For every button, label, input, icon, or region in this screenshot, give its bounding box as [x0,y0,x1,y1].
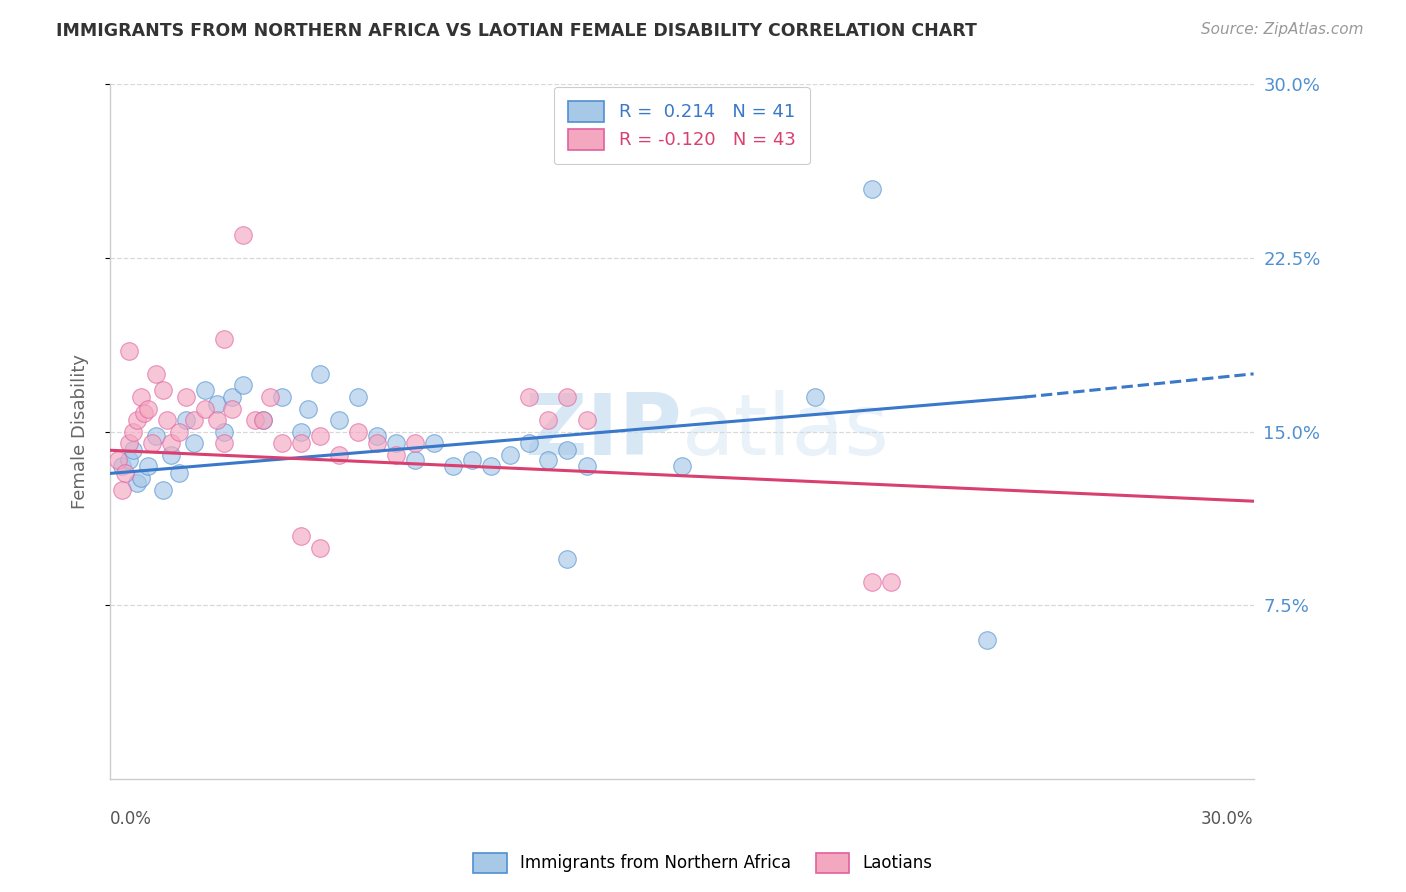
Point [804,390,827,404]
Point [252,413,274,427]
Point [125,475,148,490]
Point [479,459,502,474]
Point [575,459,598,474]
Point [221,390,243,404]
Point [160,436,183,450]
Point [167,425,190,439]
Point [366,429,388,443]
Point [290,436,312,450]
Y-axis label: Female Disability: Female Disability [72,354,89,509]
Legend: Immigrants from Northern Africa, Laotians: Immigrants from Northern Africa, Laotian… [467,847,939,880]
Point [557,443,579,458]
Text: 0.0%: 0.0% [110,810,152,829]
Point [205,413,228,427]
Text: Source: ZipAtlas.com: Source: ZipAtlas.com [1201,22,1364,37]
Point [118,436,141,450]
Point [136,401,159,416]
Point [160,448,183,462]
Point [441,459,464,474]
Point [194,401,217,416]
Point [461,452,484,467]
Point [328,413,350,427]
Point [167,467,190,481]
Point [183,413,205,427]
Point [129,390,152,404]
Point [118,452,141,467]
Point [308,429,330,443]
Point [205,397,228,411]
Text: 30.0%: 30.0% [1201,810,1254,829]
Point [308,367,330,381]
Point [270,436,292,450]
Point [862,575,884,590]
Point [122,425,145,439]
Point [290,529,312,543]
Point [156,413,179,427]
Point [862,181,884,195]
Point [243,413,266,427]
Point [145,367,167,381]
Point [252,413,274,427]
Point [107,452,129,467]
Point [141,436,163,450]
Point [499,448,522,462]
Point [214,332,236,346]
Point [308,541,330,555]
Point [519,436,541,450]
Point [366,436,388,450]
Point [575,413,598,427]
Point [404,436,426,450]
Point [176,390,198,404]
Point [214,425,236,439]
Point [136,459,159,474]
Text: atlas: atlas [682,390,890,474]
Text: ZIP: ZIP [524,390,682,474]
Point [125,413,148,427]
Point [328,448,350,462]
Point [385,448,408,462]
Point [129,471,152,485]
Point [537,413,560,427]
Text: IMMIGRANTS FROM NORTHERN AFRICA VS LAOTIAN FEMALE DISABILITY CORRELATION CHART: IMMIGRANTS FROM NORTHERN AFRICA VS LAOTI… [56,22,977,40]
Point [214,436,236,450]
Point [671,459,693,474]
Point [880,575,903,590]
Point [557,390,579,404]
Point [557,552,579,566]
Point [152,383,174,397]
Point [290,425,312,439]
Point [297,401,319,416]
Point [259,390,281,404]
Point [347,390,370,404]
Legend: R =  0.214   N = 41, R = -0.120   N = 43: R = 0.214 N = 41, R = -0.120 N = 43 [554,87,810,164]
Point [347,425,370,439]
Point [404,452,426,467]
Point [114,467,136,481]
Point [118,343,141,358]
Point [270,390,292,404]
Point [194,383,217,397]
Point [423,436,446,450]
Point [183,436,205,450]
Point [176,413,198,427]
Point [232,378,254,392]
Point [134,406,156,420]
Point [145,429,167,443]
Point [232,227,254,242]
Point [152,483,174,497]
Point [537,452,560,467]
Point [519,390,541,404]
Point [385,436,408,450]
Point [110,483,132,497]
Point [110,459,132,474]
Point [122,443,145,458]
Point [976,633,998,648]
Point [221,401,243,416]
